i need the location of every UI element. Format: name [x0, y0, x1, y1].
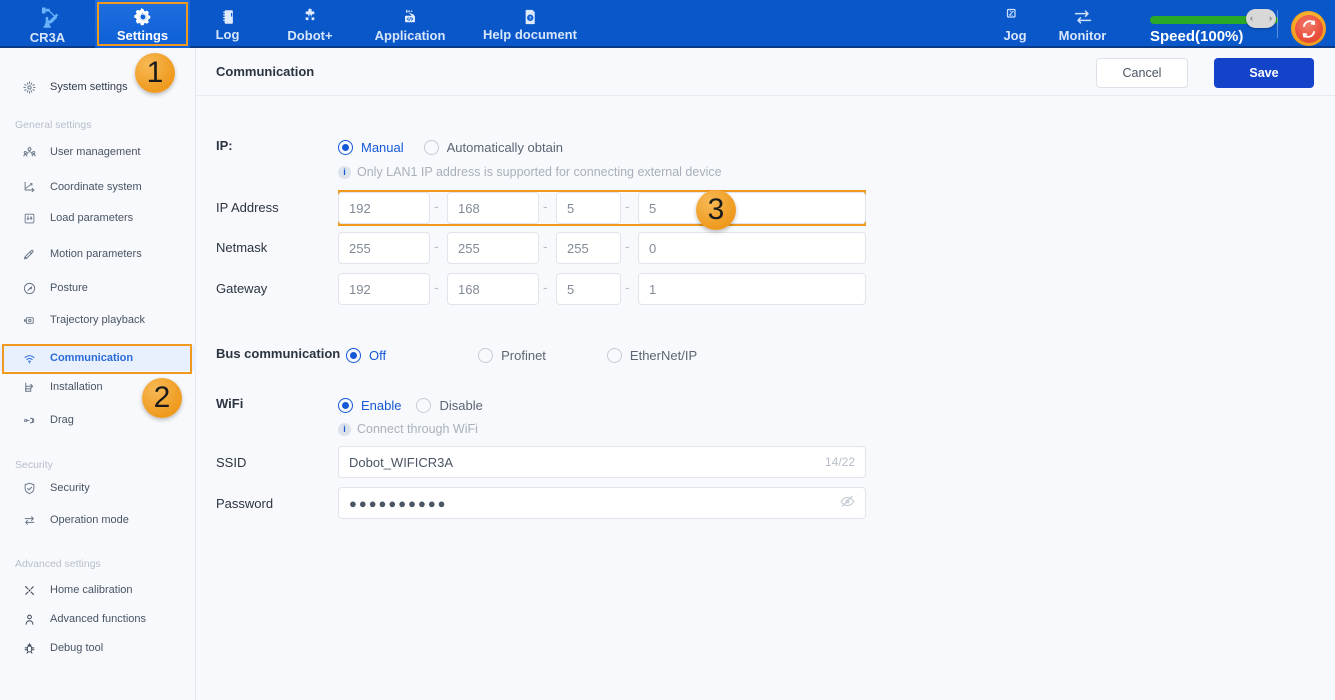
svg-text:?: ? [529, 15, 532, 20]
svg-text:x+: x+ [1010, 12, 1014, 16]
